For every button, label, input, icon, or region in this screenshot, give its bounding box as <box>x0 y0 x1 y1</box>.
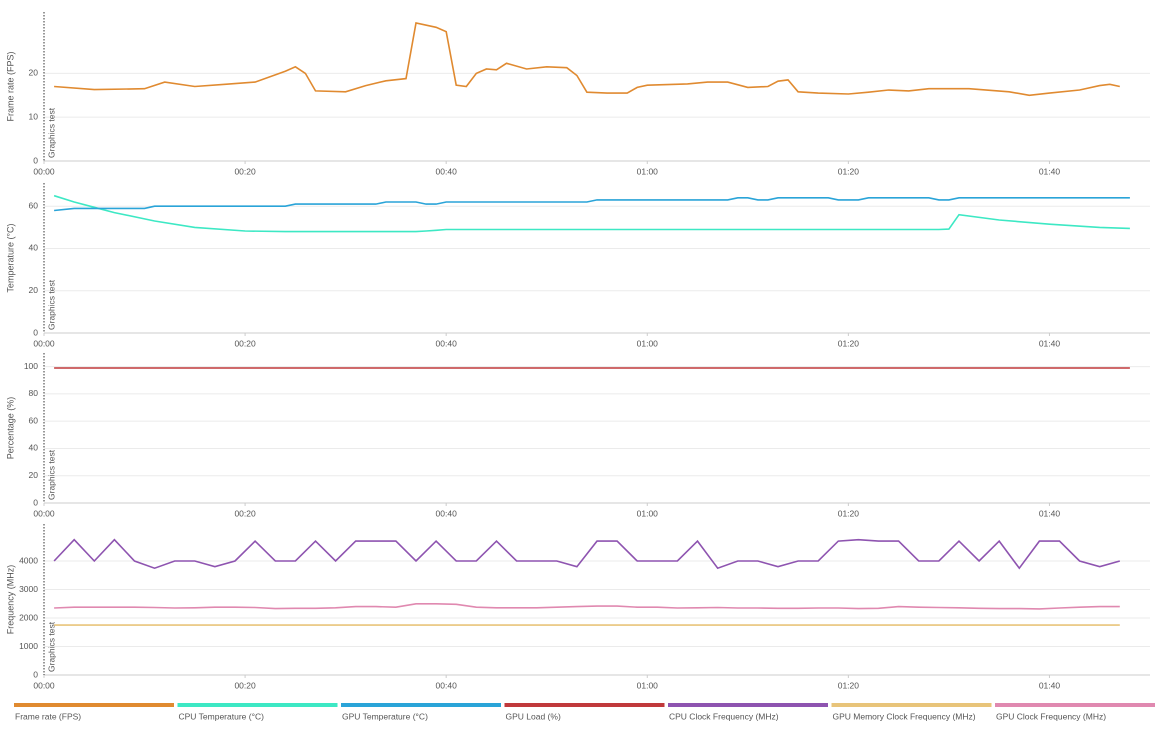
y-axis-label: Temperature (°C) <box>5 223 15 292</box>
x-tick-label: 01:00 <box>637 508 659 518</box>
legend-label: GPU Load (%) <box>506 711 561 721</box>
x-tick-label: 01:20 <box>838 338 860 348</box>
x-tick-label: 00:20 <box>234 338 256 348</box>
y-tick-label: 60 <box>29 415 39 425</box>
x-tick-label: 00:40 <box>436 166 458 176</box>
x-tick-label: 01:40 <box>1039 166 1061 176</box>
series-line <box>53 194 1130 233</box>
y-tick-label: 20 <box>29 68 39 78</box>
legend-label: CPU Temperature (°C) <box>179 711 265 721</box>
legend-swatch <box>504 703 665 707</box>
y-tick-label: 0 <box>33 155 38 165</box>
x-tick-label: 00:00 <box>33 508 55 518</box>
x-tick-label: 00:00 <box>33 166 55 176</box>
x-tick-label: 00:40 <box>436 508 458 518</box>
y-tick-label: 40 <box>29 443 39 453</box>
x-tick-label: 01:00 <box>637 680 659 690</box>
y-tick-label: 1000 <box>19 641 38 651</box>
y-tick-label: 40 <box>29 243 39 253</box>
x-tick-label: 01:20 <box>838 166 860 176</box>
x-tick-label: 01:00 <box>637 166 659 176</box>
x-tick-label: 00:40 <box>436 338 458 348</box>
x-tick-label: 01:40 <box>1039 338 1061 348</box>
x-tick-label: 00:40 <box>436 680 458 690</box>
series-line <box>54 22 1120 97</box>
legend-swatch <box>341 703 501 707</box>
x-tick-label: 00:00 <box>33 338 55 348</box>
x-tick-label: 00:20 <box>234 680 256 690</box>
x-tick-label: 00:20 <box>234 166 256 176</box>
y-tick-label: 10 <box>29 111 39 121</box>
x-tick-label: 01:40 <box>1039 680 1061 690</box>
series-line <box>54 197 1130 212</box>
y-tick-label: 0 <box>33 669 38 679</box>
legend-swatch <box>668 703 828 707</box>
legend-swatch <box>177 703 338 707</box>
y-axis-label: Frequency (MHz) <box>5 565 15 635</box>
legend-swatch <box>14 703 174 707</box>
series-line <box>54 603 1120 610</box>
legend-label: Frame rate (FPS) <box>15 711 81 721</box>
y-tick-label: 2000 <box>19 612 38 622</box>
y-tick-label: 0 <box>33 327 38 337</box>
y-tick-label: 4000 <box>19 555 38 565</box>
series-line <box>53 538 1121 570</box>
legend-swatch <box>995 703 1155 707</box>
y-tick-label: 0 <box>33 497 38 507</box>
y-tick-label: 100 <box>24 361 38 371</box>
x-tick-label: 01:20 <box>838 508 860 518</box>
legend-label: GPU Clock Frequency (MHz) <box>996 711 1106 721</box>
annotation: Graphics test <box>46 279 56 330</box>
legend-label: GPU Temperature (°C) <box>342 711 428 721</box>
y-tick-label: 20 <box>29 285 39 295</box>
x-tick-label: 01:20 <box>838 680 860 690</box>
legend-label: CPU Clock Frequency (MHz) <box>669 711 779 721</box>
x-tick-label: 00:20 <box>234 508 256 518</box>
x-tick-label: 00:00 <box>33 680 55 690</box>
y-tick-label: 80 <box>29 388 39 398</box>
annotation: Graphics test <box>46 621 56 672</box>
y-tick-label: 60 <box>29 200 39 210</box>
y-tick-label: 20 <box>29 470 39 480</box>
legend-label: GPU Memory Clock Frequency (MHz) <box>833 711 976 721</box>
x-tick-label: 01:40 <box>1039 508 1061 518</box>
y-tick-label: 3000 <box>19 584 38 594</box>
y-axis-label: Frame rate (FPS) <box>5 51 15 121</box>
legend-swatch <box>831 703 992 707</box>
annotation: Graphics test <box>46 107 56 158</box>
y-axis-label: Percentage (%) <box>5 397 15 460</box>
x-tick-label: 01:00 <box>637 338 659 348</box>
annotation: Graphics test <box>46 449 56 500</box>
